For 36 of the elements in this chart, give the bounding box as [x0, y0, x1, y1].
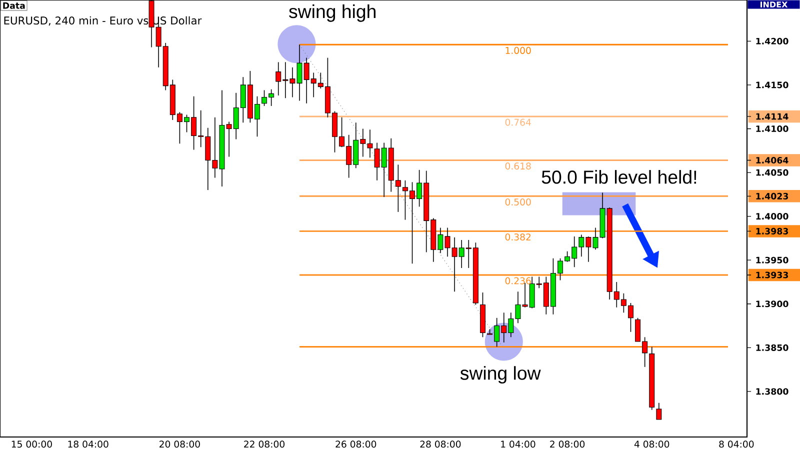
y-tick-label: 1.4000 [756, 213, 788, 220]
annotation: 0.382 [505, 233, 531, 241]
text: INDEX [760, 2, 788, 8]
annotation: Data [3, 2, 25, 9]
annotation: 0.764 [505, 118, 531, 126]
candlestick [656, 402, 662, 420]
y-tick-label: 1.3950 [756, 256, 788, 264]
y-tick-label: 1.3800 [756, 388, 788, 395]
annotation: 0.236 [505, 277, 531, 284]
y-tick-label: 1.4150 [756, 82, 788, 88]
annotation: swing low [460, 366, 541, 384]
x-tick-label: 18 04:00 [68, 440, 108, 448]
y-tick-label: 1.4200 [756, 38, 788, 44]
annotation: 0.500 [505, 198, 531, 206]
x-tick-label: 15 00:00 [12, 440, 52, 448]
x-tick-label: 1 04:00 [501, 440, 536, 448]
annotation: 0.618 [505, 162, 531, 170]
x-tick-label: 4 08:00 [634, 440, 670, 448]
y-tick-label: 1.3983 [756, 228, 788, 234]
y-tick-label: 1.4064 [756, 156, 788, 164]
x-tick-label: 20 08:00 [160, 440, 200, 448]
x-tick-label: 28 08:00 [420, 440, 461, 448]
y-tick-label: 1.3933 [756, 272, 788, 278]
x-tick-label: 22 08:00 [244, 440, 284, 448]
x-tick-label: 2 08:00 [550, 440, 585, 448]
y-tick-label: 1.4114 [756, 113, 788, 120]
y-tick-label: 1.3900 [756, 300, 788, 308]
y-tick-label: 1.4023 [756, 192, 788, 200]
annotation: 50.0 Fib level held! [542, 170, 696, 184]
y-tick-label: 1.3850 [756, 344, 788, 351]
x-tick-label: 8 04:00 [719, 440, 754, 448]
x-tick-label: 26 08:00 [336, 440, 376, 448]
y-tick-label: 1.4100 [756, 125, 788, 132]
annotation: 1.000 [506, 46, 531, 54]
y-tick-label: 1.4050 [756, 169, 788, 176]
annotation: swing high [289, 4, 376, 22]
